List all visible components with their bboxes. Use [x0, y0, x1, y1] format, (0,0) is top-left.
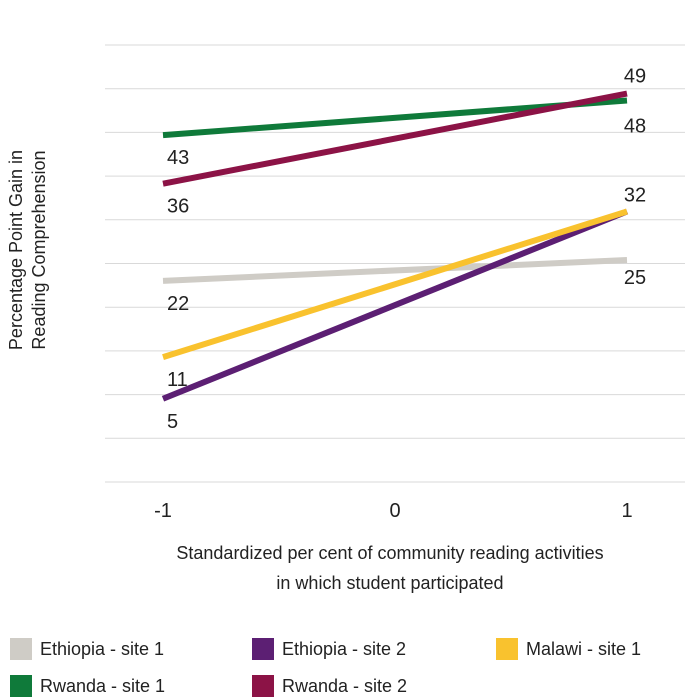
- legend-label: Ethiopia - site 2: [282, 638, 407, 659]
- data-label-ethiopia-site-1-start: 22: [167, 293, 189, 315]
- data-label-rwanda-site-2-start: 36: [167, 196, 189, 218]
- series-line-ethiopia-site-1: [162, 257, 628, 284]
- data-label-rwanda-site-1-end: 48: [624, 115, 646, 137]
- x-axis-title-line-1: Standardized per cent of community readi…: [176, 543, 604, 563]
- x-axis-title: Standardized per cent of community readi…: [95, 538, 685, 598]
- data-label-rwanda-site-2-end: 49: [624, 66, 646, 88]
- legend-label: Rwanda - site 2: [282, 675, 408, 696]
- data-label-ethiopia-site-2-start: 5: [167, 411, 178, 433]
- legend-swatch: [252, 675, 274, 697]
- x-tick-label: 0: [389, 500, 400, 522]
- legend-swatch: [496, 638, 518, 660]
- legend-item-ethiopia-site-1[interactable]: Ethiopia - site 1: [10, 638, 164, 660]
- y-axis-title-line-2: Reading Comprehension: [29, 150, 49, 350]
- y-axis-title-line-1: Percentage Point Gain in: [6, 149, 26, 351]
- series-line-ethiopia-site-2: [161, 208, 629, 402]
- legend-item-rwanda-site-1[interactable]: Rwanda - site 1: [10, 675, 165, 697]
- data-label-rwanda-site-1-start: 43: [167, 147, 189, 169]
- x-axis-title-line-2: in which student participated: [276, 573, 504, 593]
- series-line-malawi-site-1: [162, 208, 628, 361]
- data-label-malawi-site-1-end: 32: [624, 184, 646, 206]
- legend-label: Malawi - site 1: [526, 638, 642, 659]
- data-labels: 22 5 11 43 36 25 32 48 49: [167, 66, 646, 433]
- series-line-rwanda-site-2: [162, 90, 628, 187]
- x-axis-ticks: -1 0 1: [154, 500, 632, 522]
- x-tick-label: -1: [154, 500, 172, 522]
- series-lines: [161, 90, 629, 402]
- legend-item-ethiopia-site-2[interactable]: Ethiopia - site 2: [252, 638, 406, 660]
- legend-swatch: [10, 675, 32, 697]
- legend-label: Rwanda - site 1: [40, 675, 166, 696]
- legend-swatch: [10, 638, 32, 660]
- data-label-malawi-site-1-start: 11: [167, 369, 188, 391]
- legend-item-malawi-site-1[interactable]: Malawi - site 1: [496, 638, 641, 660]
- data-label-ethiopia-site-1-end: 25: [624, 267, 646, 289]
- legend-item-rwanda-site-2[interactable]: Rwanda - site 2: [252, 675, 407, 697]
- x-tick-label: 1: [621, 500, 632, 522]
- legend-swatch: [252, 638, 274, 660]
- legend-label: Ethiopia - site 1: [40, 638, 165, 659]
